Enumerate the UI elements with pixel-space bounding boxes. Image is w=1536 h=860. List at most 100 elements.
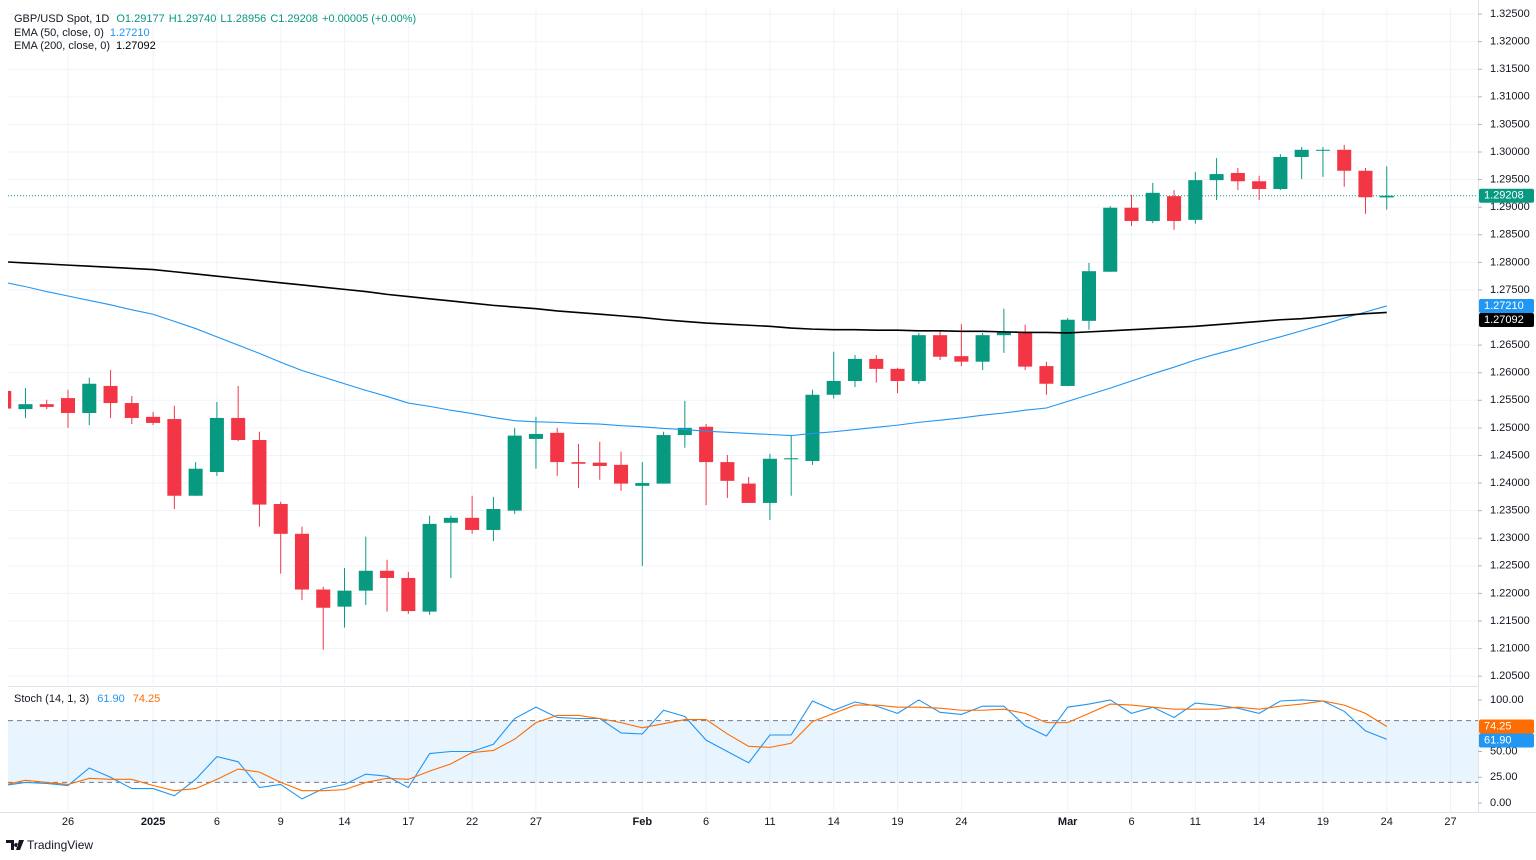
candle-body	[1358, 170, 1373, 198]
legend-text: 1.27210	[110, 27, 150, 39]
y-tick-label: 1.29000	[1490, 201, 1530, 213]
legend: GBP/USD Spot, 1D O1.29177 H1.29740 L1.28956…	[14, 13, 416, 705]
x-tick-label: 24	[1381, 816, 1393, 828]
candle-body	[762, 458, 777, 503]
candle-body	[1188, 180, 1203, 220]
candle-body	[209, 417, 224, 473]
candle-body	[18, 404, 33, 410]
y-tick-label: 1.31500	[1490, 63, 1530, 75]
candle-body	[39, 404, 54, 407]
x-tick-label: Mar	[1058, 816, 1078, 828]
y-tick-label: 1.28000	[1490, 256, 1530, 268]
y-tick-label: 1.22500	[1490, 560, 1530, 572]
candle-body	[316, 589, 331, 608]
y-tick-label: 50.00	[1490, 745, 1518, 757]
logo-mark	[6, 840, 24, 850]
candle-body	[231, 417, 246, 441]
x-tick-label: 6	[1128, 816, 1134, 828]
price-tag	[1479, 733, 1534, 748]
candle-body	[1379, 195, 1394, 198]
legend-text: EMA (50, close, 0)	[14, 27, 104, 39]
y-tick-label: 1.30500	[1490, 118, 1530, 130]
candle-body	[592, 462, 607, 466]
x-tick-label: 2025	[141, 816, 165, 828]
line-series	[8, 699, 1387, 800]
y-tick-label: 0.00	[1490, 797, 1511, 809]
x-tick-label: 19	[1317, 816, 1329, 828]
candle-body	[784, 458, 799, 460]
candle-body	[911, 335, 926, 381]
candle-body	[614, 464, 629, 484]
x-tick-label: 14	[1253, 816, 1265, 828]
candle-body	[380, 570, 395, 578]
legend-text: C1.29208	[270, 13, 318, 25]
candle-body	[422, 523, 437, 612]
candle-body	[337, 590, 352, 607]
candle-body	[1039, 366, 1054, 384]
y-tick-label: 1.23000	[1490, 532, 1530, 544]
candle-body	[1145, 192, 1160, 221]
x-tick-label: 27	[530, 816, 542, 828]
candle-body	[60, 398, 76, 413]
candle-body	[1273, 156, 1288, 189]
y-tick-label: 1.25000	[1490, 422, 1530, 434]
y-tick-label: 1.32500	[1490, 8, 1530, 20]
legend-text: L1.28956	[220, 13, 266, 25]
y-tick-label: 1.23500	[1490, 505, 1530, 517]
legend-text: Stoch (14, 1, 3)	[14, 693, 89, 705]
y-tick-label: 1.21500	[1490, 615, 1530, 627]
candle-body	[294, 533, 309, 590]
candle-body	[358, 570, 373, 591]
y-tick-label: 1.28500	[1490, 229, 1530, 241]
y-tick-label: 1.26500	[1490, 339, 1530, 351]
x-tick-label: 22	[466, 816, 478, 828]
candle-body	[1337, 149, 1352, 171]
x-tick-label: 9	[278, 816, 284, 828]
candle-body	[677, 427, 692, 436]
candle-body	[1081, 271, 1096, 321]
y-tick-label: 100.00	[1490, 694, 1524, 706]
price-tag	[1479, 298, 1534, 313]
legend-text: O1.29177	[116, 13, 164, 25]
x-tick-label: 14	[338, 816, 350, 828]
candle-body	[273, 504, 288, 534]
candle-body	[1103, 207, 1118, 272]
candle-body	[933, 335, 948, 357]
y-tick-label: 1.32000	[1490, 36, 1530, 48]
candle-body	[8, 390, 12, 409]
y-tick-label: 1.31000	[1490, 91, 1530, 103]
candle-body	[635, 483, 650, 486]
candle-body	[167, 419, 182, 496]
candle-body	[1167, 196, 1182, 221]
x-tick-label: 11	[1190, 816, 1201, 828]
candle-body	[486, 508, 501, 530]
stoch-plot	[8, 699, 1478, 800]
candle-body	[1315, 149, 1330, 151]
x-tick-label: 14	[828, 816, 840, 828]
candle-body	[571, 462, 586, 464]
candle-body	[720, 462, 735, 481]
legend-text: +0.00005 (+0.00%)	[322, 13, 416, 25]
candle-body	[869, 358, 884, 369]
x-tick-label: 17	[402, 816, 414, 828]
candle-body	[826, 380, 841, 395]
legend-text: H1.29740	[169, 13, 217, 25]
x-tick-label: 6	[703, 816, 709, 828]
candle-body	[1252, 181, 1267, 189]
candle-body	[699, 426, 714, 463]
line-series	[8, 282, 1387, 437]
price-tag-label: 61.90	[1484, 734, 1512, 746]
candle-body	[82, 383, 97, 413]
price-tag	[1479, 719, 1534, 734]
price-tag-label: 1.27092	[1484, 314, 1524, 326]
price-tag-label: 1.29208	[1484, 190, 1524, 202]
band-fill	[8, 720, 1478, 783]
y-tick-label: 1.26000	[1490, 367, 1530, 379]
candle-body	[124, 403, 139, 418]
candle-body	[188, 468, 203, 496]
legend-text: 74.25	[133, 693, 161, 705]
candle-body	[1060, 319, 1075, 386]
logo-text: TradingView	[27, 838, 93, 852]
legend-text: 1.27092	[116, 40, 156, 52]
